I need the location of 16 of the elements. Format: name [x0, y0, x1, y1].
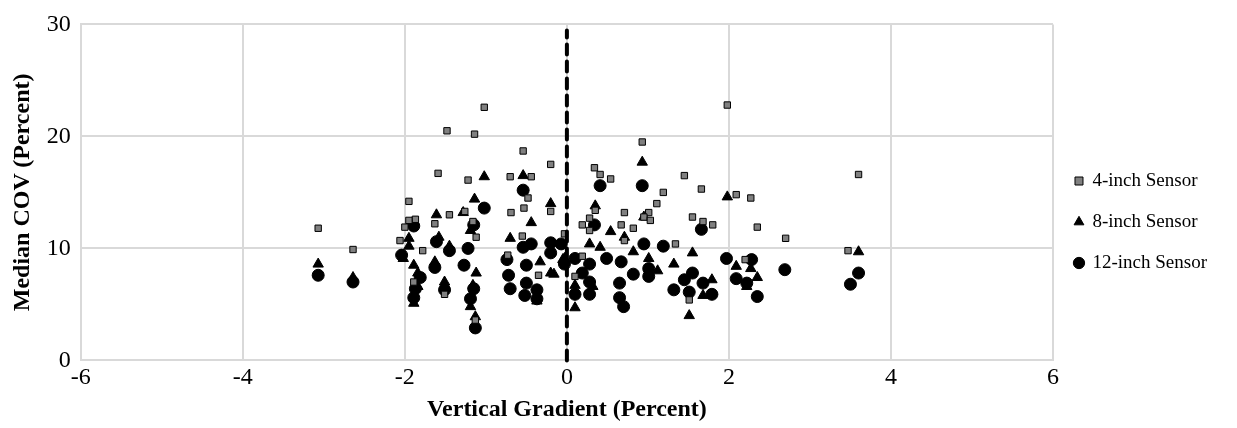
x-tick-label: -2 [394, 363, 415, 390]
y-tick-label: 0 [58, 345, 71, 372]
x-tick-label: 2 [722, 363, 735, 390]
legend-label: 4-inch Sensor [1092, 168, 1199, 190]
legend-label: 12-inch Sensor [1092, 250, 1208, 272]
x-tick-label: -6 [70, 363, 91, 390]
y-tick-label: 20 [46, 121, 71, 148]
y-tick-label: 30 [46, 9, 71, 36]
x-axis-title: Vertical Gradient (Percent) [426, 394, 707, 421]
x-tick-label: 6 [1046, 363, 1059, 390]
x-tick-label: 4 [884, 363, 897, 390]
y-axis-title: Median COV (Percent) [7, 73, 34, 312]
legend-label: 8-inch Sensor [1092, 209, 1199, 231]
x-tick-label: 0 [560, 363, 573, 390]
y-tick-label: 10 [46, 233, 71, 260]
x-tick-label: -4 [232, 363, 253, 390]
